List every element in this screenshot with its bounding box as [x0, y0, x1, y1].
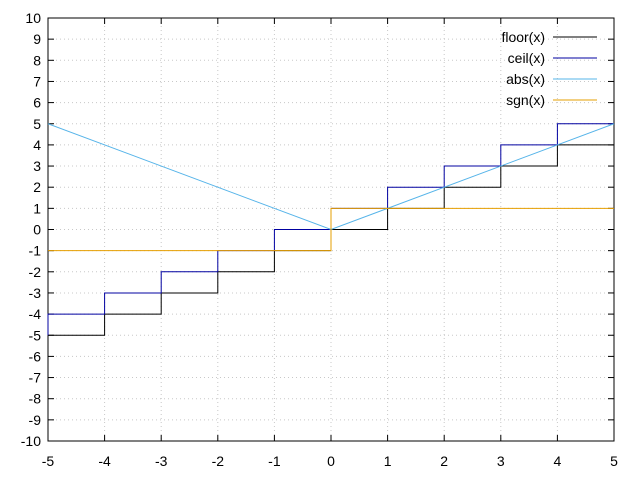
x-tick-label: 1: [384, 453, 392, 469]
y-tick-label: 0: [33, 222, 41, 238]
y-tick-label: -4: [29, 306, 42, 322]
legend-label: ceil(x): [508, 50, 545, 66]
x-tick-label: 3: [497, 453, 505, 469]
series-lines: [47, 123, 615, 336]
y-tick-label: -2: [29, 264, 42, 280]
y-tick-label: 3: [33, 158, 41, 174]
x-tick-label: 4: [554, 453, 562, 469]
y-tick-label: -9: [29, 412, 42, 428]
y-tick-label: -7: [29, 370, 42, 386]
y-tick-label: 7: [33, 73, 41, 89]
y-tick-label: 2: [33, 179, 41, 195]
y-tick-label: 4: [33, 137, 41, 153]
x-tick-label: -1: [268, 453, 281, 469]
x-tick-label: -3: [155, 453, 168, 469]
x-tick-label: 0: [327, 453, 335, 469]
y-tick-label: 9: [33, 31, 41, 47]
legend-label: sgn(x): [506, 92, 545, 108]
y-tick-label: -1: [29, 243, 42, 259]
legend-label: abs(x): [506, 71, 545, 87]
y-tick-label: 8: [33, 52, 41, 68]
x-tick-label: 5: [610, 453, 618, 469]
axes: -5 -4 -3 -2 -1 0 1 2 3 4 5-10-9-8-7-6-5-4-3-2-1012…: [21, 10, 618, 469]
y-tick-label: -6: [29, 348, 42, 364]
x-tick-label: -4: [98, 453, 111, 469]
y-tick-label: 10: [25, 10, 41, 26]
y-tick-label: 6: [33, 95, 41, 111]
y-tick-label: 1: [33, 200, 41, 216]
y-tick-label: -8: [29, 391, 42, 407]
y-tick-label: -10: [21, 433, 41, 449]
legend-label: floor(x): [501, 29, 545, 45]
series-line-sgnx: [48, 207, 614, 252]
y-tick-label: -5: [29, 327, 42, 343]
x-tick-label: -5: [42, 453, 55, 469]
legend: floor(x) ceil(x) abs(x) sgn(x): [501, 29, 597, 108]
x-tick-label: 2: [440, 453, 448, 469]
grid: [48, 18, 614, 441]
x-tick-label: -2: [212, 453, 225, 469]
y-tick-label: -3: [29, 285, 42, 301]
y-tick-label: 5: [33, 116, 41, 132]
